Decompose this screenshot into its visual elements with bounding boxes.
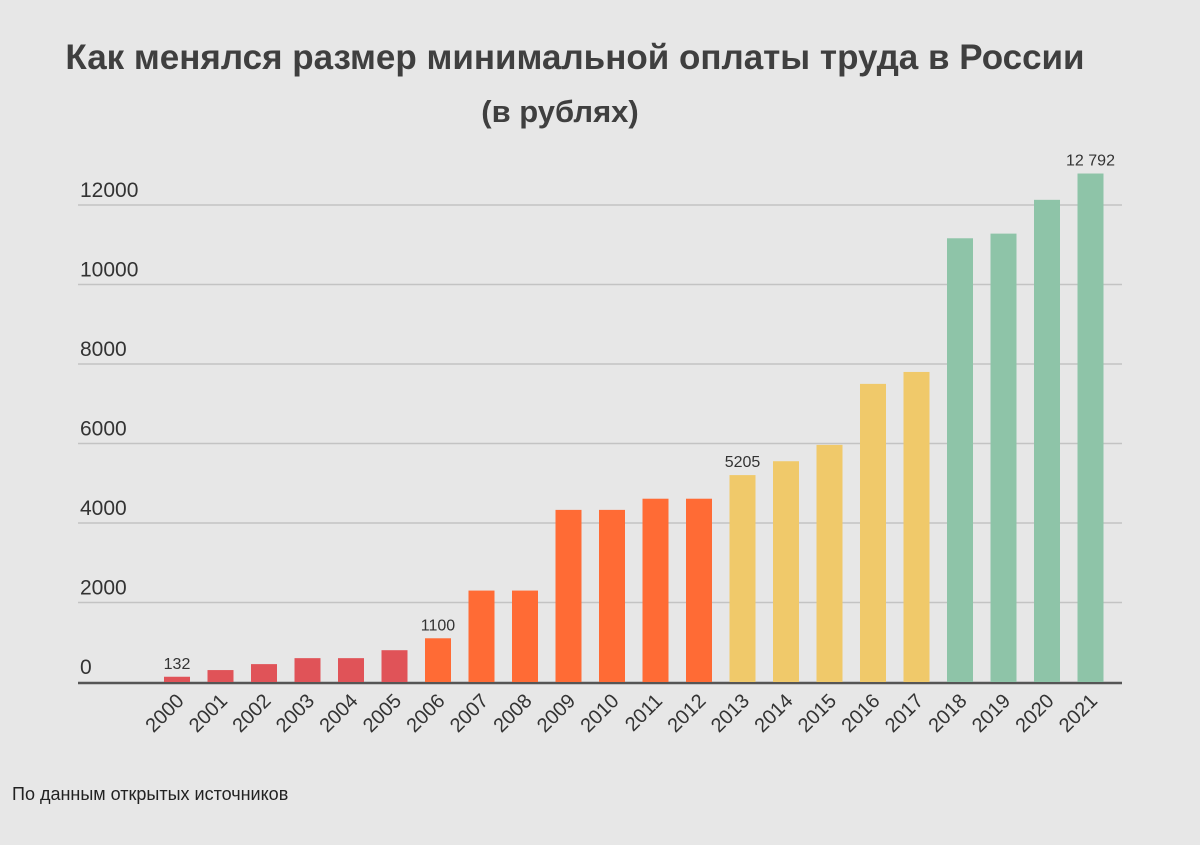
y-tick-label: 12000	[80, 179, 138, 202]
bar-2000	[164, 676, 190, 682]
bar-2018	[947, 238, 973, 682]
bar-2021	[1077, 173, 1104, 682]
bar-2006	[425, 638, 451, 682]
bar-2013	[729, 475, 756, 682]
bar-2012	[686, 498, 712, 682]
y-tick-label: 6000	[80, 418, 127, 441]
x-tick-label: 2002	[229, 690, 276, 737]
bar-2003	[294, 658, 321, 682]
x-tick-label: 2017	[881, 690, 928, 737]
bar-2014	[773, 461, 799, 682]
x-tick-label: 2021	[1055, 690, 1102, 737]
y-tick-label: 4000	[80, 497, 127, 520]
x-tick-label: 2015	[794, 690, 841, 737]
bar-2002	[251, 664, 277, 682]
bar-2009	[555, 509, 582, 682]
bar-2016	[860, 383, 886, 682]
x-tick-label: 2010	[577, 690, 624, 737]
bar-2019	[990, 233, 1017, 682]
x-tick-label: 2016	[838, 690, 885, 737]
source-note: По данным открытых источников	[12, 784, 289, 804]
bar-2007	[468, 590, 495, 682]
bar-2011	[642, 498, 669, 682]
bar-2010	[599, 509, 625, 682]
bar-2020	[1034, 199, 1060, 682]
x-tick-label: 2011	[621, 690, 667, 736]
x-tick-label: 2008	[490, 690, 537, 737]
x-tick-label: 2012	[664, 690, 711, 737]
y-tick-label: 10000	[80, 259, 138, 282]
chart-subtitle: (в рублях)	[481, 94, 639, 129]
x-tick-label: 2019	[968, 690, 1015, 737]
bar-2017	[903, 371, 930, 682]
x-tick-label: 2000	[142, 690, 189, 737]
y-tick-label: 8000	[80, 338, 127, 361]
chart-title: Как менялся размер минимальной оплаты тр…	[65, 38, 1085, 77]
x-tick-label: 2009	[533, 690, 580, 737]
bar-2001	[207, 670, 234, 682]
data-label-2006: 1100	[421, 617, 456, 634]
x-tick-label: 2013	[707, 690, 754, 737]
y-tick-label: 2000	[80, 577, 127, 600]
x-tick-label: 2018	[925, 690, 972, 737]
bar-2015	[816, 444, 843, 682]
x-tick-label: 2020	[1012, 690, 1059, 737]
x-tick-label: 2007	[446, 690, 493, 737]
bar-2008	[512, 590, 538, 682]
x-tick-label: 2005	[359, 690, 406, 737]
data-label-2000: 132	[164, 656, 191, 673]
y-tick-label: 0	[80, 656, 92, 679]
x-tick-label: 2003	[272, 690, 319, 737]
data-label-2021: 12 792	[1066, 153, 1115, 170]
bar-2005	[381, 650, 408, 682]
x-tick-label: 2006	[403, 690, 450, 737]
x-tick-label: 2014	[751, 690, 798, 737]
data-label-2013: 5205	[725, 454, 761, 471]
x-tick-label: 2004	[316, 690, 363, 737]
bar-2004	[338, 658, 364, 682]
x-tick-label: 2001	[185, 690, 232, 737]
